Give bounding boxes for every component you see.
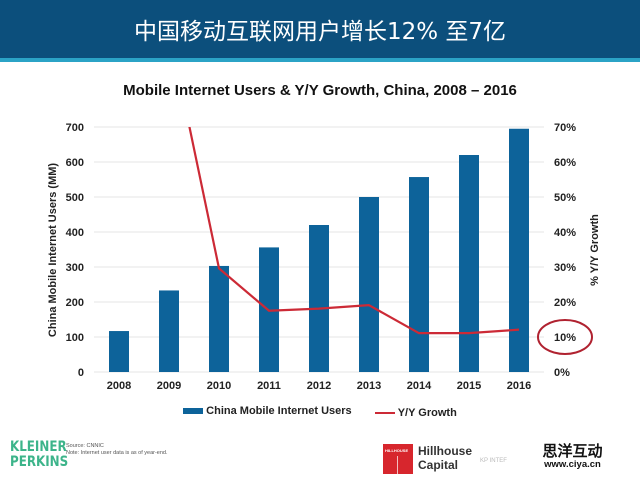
chart-legend: China Mobile Internet Users Y/Y Growth [0,405,640,419]
y-tick-right: 20% [554,297,576,309]
highlight-circle-10pct [537,319,593,355]
chart-title: Mobile Internet Users & Y/Y Growth, Chin… [123,82,517,99]
x-tick-label: 2015 [457,380,481,392]
line-series [168,28,520,335]
x-tick-label: 2012 [307,380,331,392]
y-axis-right-label: % Y/Y Growth [589,214,601,286]
hillhouse-line2: Capital [418,458,459,472]
source-text: Source: CNNIC [66,443,104,449]
kp-logo-line2: PERKINS [10,454,69,470]
chart-area: 0 100 200 300 400 500 600 700 0% 10% 20% 30% 40% 50%… [47,28,601,392]
y-axis-left-label: China Mobile Internet Users (MM) [47,163,59,338]
legend-label-growth: Y/Y Growth [397,407,457,419]
x-tick-label: 2013 [357,380,381,392]
ciya-watermark: 思洋互动 www.ciya.cn [535,443,610,471]
y-tick-right: 40% [554,227,576,239]
legend-item-growth: Y/Y Growth [374,407,457,419]
bar-2012 [309,225,329,372]
kp-intel-text: KP INTEF [480,458,507,464]
y-tick-left: 600 [66,157,84,169]
y-tick-right: 0% [554,367,570,379]
growth-line [188,127,520,335]
y-tick-left: 300 [66,262,84,274]
hillhouse-logo-text: HILLHOUSE [385,448,409,453]
kleiner-perkins-logo: KLEINER PERKINS [10,440,68,470]
bar-2013 [359,197,379,372]
y-tick-right: 70% [554,122,576,134]
source-note: Source: CNNIC Note: Internet user data i… [66,443,168,456]
hillhouse-logo-bar [397,456,398,474]
y-axis-left: 0 100 200 300 400 500 600 700 [66,122,84,379]
y-tick-right: 10% [554,332,576,344]
legend-swatch-bar [183,408,204,414]
bar-2008 [109,331,129,372]
x-tick-label: 2011 [257,380,281,392]
legend-label-users: China Mobile Internet Users [206,405,352,417]
y-tick-left: 700 [66,122,84,134]
y-tick-left: 400 [66,227,84,239]
x-tick-label: 2008 [107,380,131,392]
x-axis: 2008 2009 2010 2011 2012 2013 2014 2015 2016 [107,380,531,392]
y-axis-right: 0% 10% 20% 30% 40% 50% 60% 70% [554,122,576,379]
bar-2009 [159,290,179,372]
kp-logo-line1: KLEINER [10,439,67,455]
y-tick-left: 500 [66,192,84,204]
header-banner [0,0,640,58]
y-tick-left: 200 [66,297,84,309]
header-stripe [0,58,640,62]
hillhouse-logo-icon: HILLHOUSE [383,444,413,474]
bar-2015 [459,155,479,372]
bar-2010 [209,265,229,372]
y-tick-right: 30% [554,262,576,274]
x-tick-label: 2010 [207,380,231,392]
slide-title: 中国移动互联网用户增长12% 至7亿 [133,19,507,45]
hillhouse-line1: Hillhouse [418,444,473,458]
bar-2016 [509,128,529,372]
note-text: Note: Internet user data is as of year-e… [66,449,168,456]
hillhouse-name: Hillhouse Capital [418,444,472,472]
x-tick-label: 2016 [507,380,531,392]
y-tick-right: 50% [554,192,576,204]
y-tick-left: 100 [66,332,84,344]
legend-item-users: China Mobile Internet Users [183,405,352,417]
watermark-cn: 思洋互动 [542,442,603,460]
y-tick-right: 60% [554,157,576,169]
x-tick-label: 2009 [157,380,181,392]
bar-2014 [409,177,429,372]
legend-swatch-line [374,412,395,414]
bar-series [109,128,529,372]
watermark-url: www.ciya.cn [544,459,601,470]
y-tick-left: 0 [78,367,84,379]
x-tick-label: 2014 [407,380,432,392]
